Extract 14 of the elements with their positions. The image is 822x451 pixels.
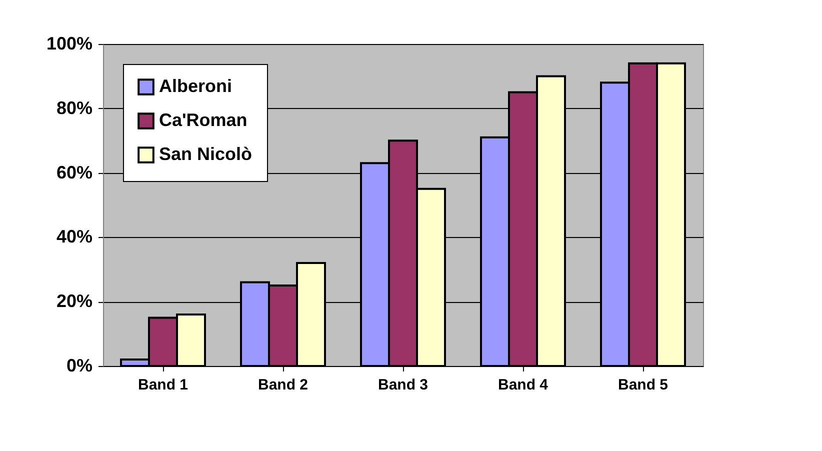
x-tick-label: Band 1: [138, 376, 188, 394]
x-tick-label: Band 5: [618, 376, 668, 394]
y-tick-label: 80%: [56, 98, 92, 118]
x-tick-label: Band 4: [498, 376, 549, 394]
y-tick-label: 100%: [46, 34, 92, 54]
y-tick-label: 60%: [56, 162, 92, 182]
legend-label: Ca'Roman: [159, 110, 248, 130]
y-tick-label: 40%: [56, 226, 92, 247]
y-tick-label: 0%: [66, 356, 92, 376]
legend-label: Alberoni: [159, 76, 232, 96]
x-tick-label: Band 3: [378, 376, 428, 394]
y-tick-label: 20%: [56, 291, 92, 312]
legend-label: San Nicolò: [159, 144, 252, 164]
x-tick-label: Band 2: [258, 376, 308, 394]
